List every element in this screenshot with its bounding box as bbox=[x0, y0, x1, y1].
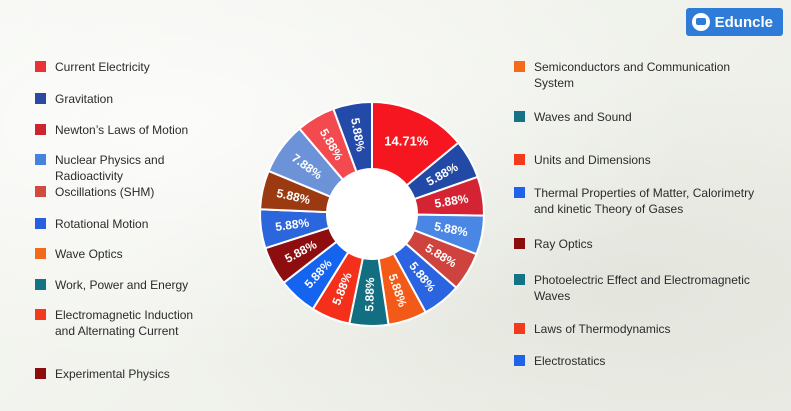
legend-label: Oscillations (SHM) bbox=[55, 185, 155, 199]
legend-item: Ray Optics bbox=[514, 236, 759, 252]
legend-label: Laws of Thermodynamics bbox=[534, 322, 671, 336]
legend-swatch bbox=[514, 274, 525, 285]
legend-swatch bbox=[514, 154, 525, 165]
slice-label: 5.88% bbox=[348, 117, 368, 153]
legend-swatch bbox=[35, 93, 46, 104]
legend-item: Waves and Sound bbox=[514, 109, 759, 125]
legend-item: Rotational Motion bbox=[35, 216, 210, 232]
legend-item: Wave Optics bbox=[35, 246, 210, 262]
legend-label: Newton’s Laws of Motion bbox=[55, 123, 189, 137]
legend-item: Laws of Thermodynamics bbox=[514, 321, 759, 337]
legend-swatch bbox=[35, 368, 46, 379]
legend-item: Current Electricity bbox=[35, 59, 210, 75]
legend-label: Nuclear Physics and Radioactivity bbox=[55, 153, 165, 183]
legend-swatch bbox=[35, 186, 46, 197]
legend-item: Thermal Properties of Matter, Calorimetr… bbox=[514, 185, 759, 217]
legend-label: Photoelectric Effect and Electromagnetic… bbox=[534, 273, 750, 303]
legend-item: Gravitation bbox=[35, 91, 210, 107]
legend-swatch bbox=[35, 279, 46, 290]
legend-label: Electrostatics bbox=[534, 354, 606, 368]
legend-label: Work, Power and Energy bbox=[55, 278, 189, 292]
legend-swatch bbox=[35, 309, 46, 320]
legend-item: Photoelectric Effect and Electromagnetic… bbox=[514, 272, 759, 304]
legend-item: Nuclear Physics and Radioactivity bbox=[35, 152, 210, 184]
legend-item: Semiconductors and Communication System bbox=[514, 59, 759, 91]
legend-item: Electromagnetic Induction and Alternatin… bbox=[35, 307, 210, 339]
legend-label: Current Electricity bbox=[55, 60, 150, 74]
brand-logo: Eduncle bbox=[685, 8, 783, 36]
legend-swatch bbox=[35, 124, 46, 135]
legend-label: Units and Dimensions bbox=[534, 153, 651, 167]
legend-label: Ray Optics bbox=[534, 237, 593, 251]
brand-name: Eduncle bbox=[714, 13, 773, 31]
legend-swatch bbox=[514, 238, 525, 249]
slice-label: 5.88% bbox=[362, 277, 377, 312]
legend-label: Experimental Physics bbox=[55, 367, 170, 381]
legend-item: Work, Power and Energy bbox=[35, 277, 210, 293]
legend-item: Oscillations (SHM) bbox=[35, 184, 210, 200]
slice-label: 5.88% bbox=[274, 215, 310, 233]
legend-swatch bbox=[514, 355, 525, 366]
legend-swatch bbox=[35, 248, 46, 259]
legend-swatch bbox=[35, 218, 46, 229]
legend-item: Experimental Physics bbox=[35, 366, 210, 382]
legend-swatch bbox=[514, 111, 525, 122]
legend-swatch bbox=[514, 323, 525, 334]
legend-item: Electrostatics bbox=[514, 353, 759, 369]
legend-label: Wave Optics bbox=[55, 247, 123, 261]
legend-swatch bbox=[514, 187, 525, 198]
slice-label: 5.88% bbox=[433, 219, 469, 239]
legend-label: Thermal Properties of Matter, Calorimetr… bbox=[534, 186, 755, 216]
eduncle-logo-icon bbox=[691, 13, 710, 31]
legend-label: Semiconductors and Communication System bbox=[534, 60, 731, 90]
legend-swatch bbox=[35, 154, 46, 165]
slice-label: 5.88% bbox=[434, 191, 470, 210]
legend-swatch bbox=[35, 61, 46, 72]
legend-label: Electromagnetic Induction and Alternatin… bbox=[55, 308, 194, 338]
legend-swatch bbox=[514, 61, 525, 72]
slice-label: 14.71% bbox=[384, 134, 429, 149]
legend-item: Newton’s Laws of Motion bbox=[35, 122, 210, 138]
donut-hole bbox=[327, 169, 417, 259]
legend-label: Gravitation bbox=[55, 92, 114, 106]
legend-item: Units and Dimensions bbox=[514, 152, 759, 168]
legend-label: Waves and Sound bbox=[534, 110, 632, 124]
legend-label: Rotational Motion bbox=[55, 217, 149, 231]
